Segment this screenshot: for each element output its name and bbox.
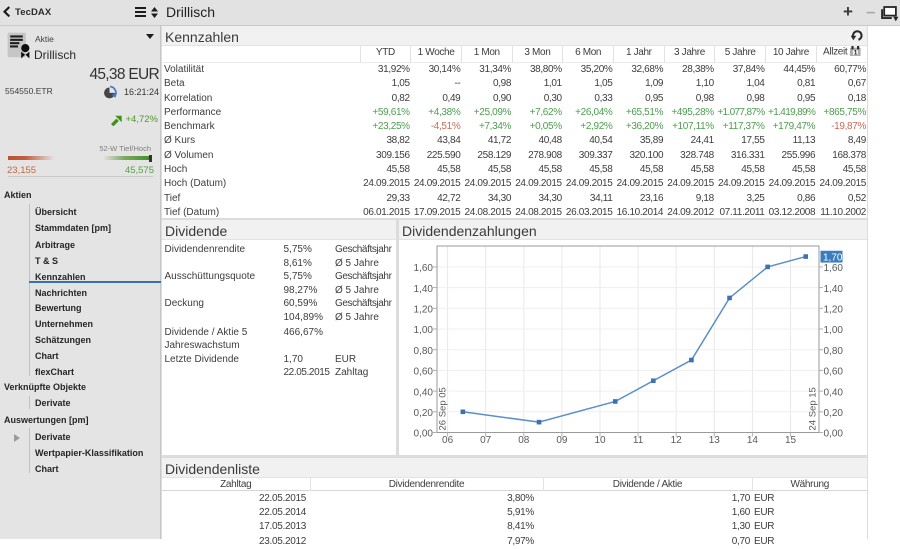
svg-text:1,40: 1,40 bbox=[414, 284, 434, 295]
svg-text:0,80: 0,80 bbox=[824, 346, 844, 357]
svg-text:13: 13 bbox=[709, 435, 721, 446]
svg-text:1,60: 1,60 bbox=[824, 263, 844, 274]
svg-text:10: 10 bbox=[594, 435, 606, 446]
svg-text:11: 11 bbox=[633, 435, 644, 446]
svg-text:24 Sep 15: 24 Sep 15 bbox=[808, 387, 819, 430]
svg-text:1,20: 1,20 bbox=[414, 305, 434, 316]
svg-text:1,00: 1,00 bbox=[824, 325, 844, 336]
svg-text:1,60: 1,60 bbox=[414, 263, 434, 274]
svg-text:14: 14 bbox=[747, 435, 759, 446]
svg-text:26 Sep 05: 26 Sep 05 bbox=[438, 387, 449, 430]
svg-text:0,20: 0,20 bbox=[414, 408, 434, 419]
svg-text:0,60: 0,60 bbox=[414, 367, 434, 378]
svg-text:1: 1 bbox=[853, 50, 857, 56]
svg-text:15: 15 bbox=[785, 435, 797, 446]
svg-text:0,40: 0,40 bbox=[824, 387, 844, 398]
svg-text:0,00: 0,00 bbox=[414, 429, 434, 440]
svg-text:1,00: 1,00 bbox=[414, 325, 434, 336]
svg-text:09: 09 bbox=[556, 435, 568, 446]
svg-text:0,80: 0,80 bbox=[414, 346, 434, 357]
svg-text:0,00: 0,00 bbox=[824, 429, 844, 440]
svg-text:1,20: 1,20 bbox=[824, 305, 844, 316]
svg-text:06: 06 bbox=[442, 435, 454, 446]
svg-text:08: 08 bbox=[518, 435, 530, 446]
svg-text:0,60: 0,60 bbox=[824, 367, 844, 378]
svg-text:0,40: 0,40 bbox=[414, 387, 434, 398]
svg-text:0,20: 0,20 bbox=[824, 408, 844, 419]
svg-text:1,40: 1,40 bbox=[824, 284, 844, 295]
svg-text:12: 12 bbox=[671, 435, 683, 446]
svg-text:07: 07 bbox=[480, 435, 492, 446]
svg-text:1,70: 1,70 bbox=[823, 252, 843, 263]
